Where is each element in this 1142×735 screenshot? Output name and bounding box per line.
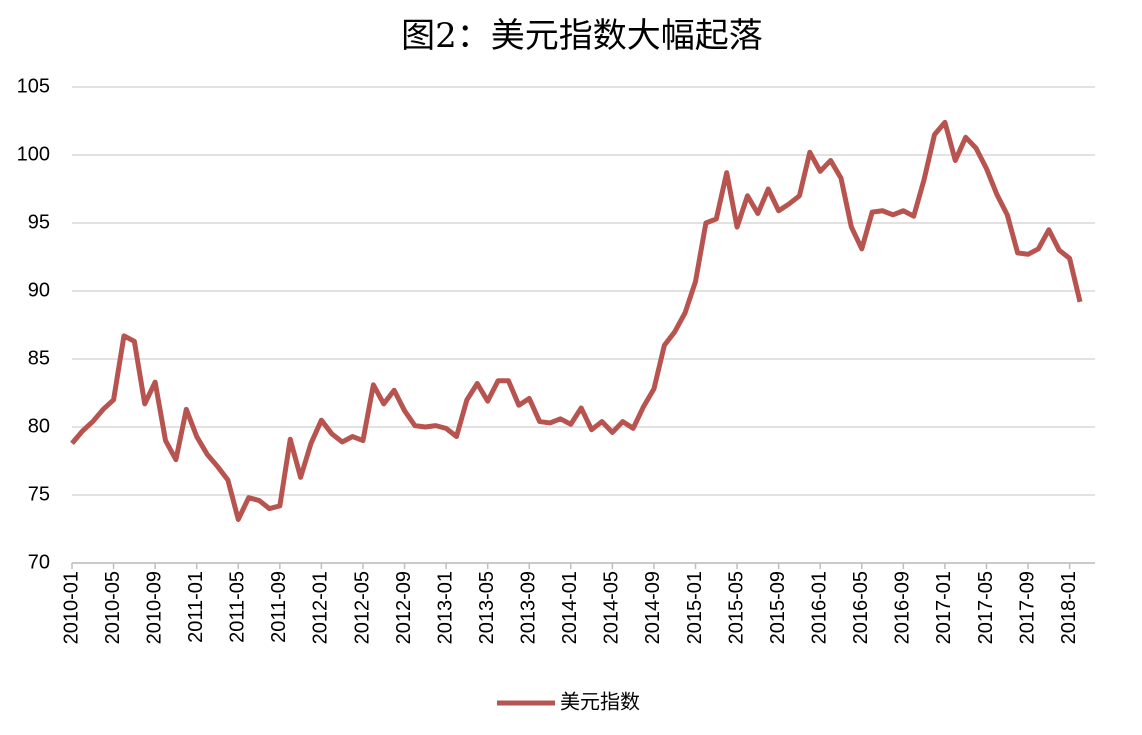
y-tick-label: 100 — [17, 143, 50, 165]
chart-title: 图2：美元指数大幅起落 — [401, 16, 763, 56]
x-tick-label: 2010-01 — [60, 571, 82, 644]
y-tick-label: 70 — [28, 551, 50, 573]
x-tick-label: 2011-01 — [185, 571, 207, 643]
x-tick-label: 2017-01 — [933, 571, 955, 644]
x-tick-label: 2011-09 — [268, 571, 290, 643]
x-tick-label: 2013-01 — [434, 571, 456, 644]
x-tick-label: 2014-05 — [601, 571, 623, 644]
x-tick-label: 2018-01 — [1058, 571, 1080, 644]
x-tick-label: 2013-05 — [476, 571, 498, 644]
x-tick-label: 2015-05 — [725, 571, 747, 644]
y-tick-label: 75 — [28, 483, 50, 505]
x-tick-label: 2015-01 — [684, 571, 706, 644]
x-tick-label: 2014-09 — [642, 571, 664, 644]
x-tick-label: 2013-09 — [518, 571, 540, 644]
y-tick-label: 85 — [28, 347, 50, 369]
x-tick-label: 2017-09 — [1016, 571, 1038, 644]
x-tick-label: 2016-09 — [892, 571, 914, 644]
y-tick-label: 95 — [28, 211, 50, 233]
x-tick-label: 2010-09 — [143, 571, 165, 644]
x-tick-label: 2016-05 — [850, 571, 872, 644]
x-tick-label: 2017-05 — [975, 571, 997, 644]
x-tick-label: 2012-09 — [393, 571, 415, 644]
x-tick-label: 2014-01 — [559, 571, 581, 644]
y-tick-label: 90 — [28, 279, 50, 301]
x-tick-label: 2011-05 — [227, 571, 249, 643]
series-line — [70, 119, 1083, 522]
x-tick-label: 2012-05 — [351, 571, 373, 644]
x-tick-label: 2012-01 — [310, 571, 332, 644]
x-tick-label: 2016-01 — [808, 571, 830, 644]
x-tick-label: 2010-05 — [102, 571, 124, 644]
y-tick-label: 105 — [17, 75, 50, 97]
y-tick-label: 80 — [28, 415, 50, 437]
legend-label: 美元指数 — [560, 690, 640, 713]
x-tick-label: 2015-09 — [767, 571, 789, 644]
